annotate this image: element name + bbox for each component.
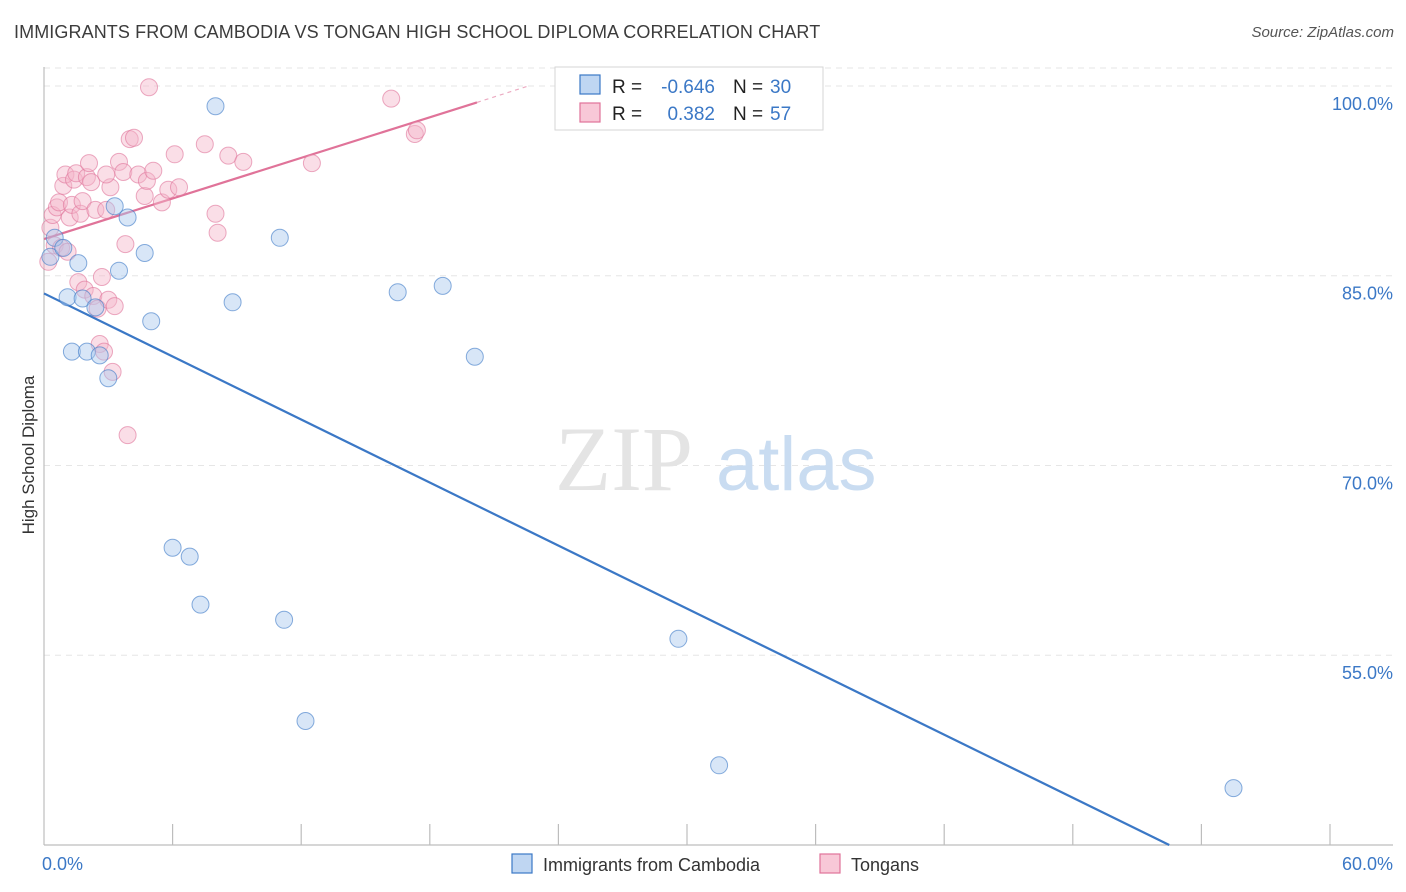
cambodia-point-17: [180, 547, 199, 566]
y-axis-title: High School Diploma: [19, 375, 38, 534]
cambodia-point-13: [118, 208, 137, 227]
cambodia-point-16: [163, 538, 182, 557]
cambodia-point-26: [465, 347, 484, 366]
cambodia-point-4: [62, 342, 81, 361]
tongans-point-48: [206, 204, 225, 223]
x-tick-label-1: 60.0%: [1342, 854, 1393, 874]
tongans-point-19: [80, 154, 98, 173]
tongans-point-20: [82, 173, 101, 192]
cambodia-point-28: [710, 756, 729, 775]
tongans-point-13: [67, 164, 86, 183]
trend-lines: [43, 85, 1170, 846]
tongans-point-44: [159, 180, 178, 199]
series-legend-label-cambodia: Immigrants from Cambodia: [543, 855, 761, 875]
tongans-point-39: [135, 187, 154, 205]
stats-legend-n-pink: 57: [770, 104, 791, 125]
tongans-point-49: [208, 223, 227, 242]
cambodia-point-3: [58, 288, 77, 307]
stats-legend-swatch-blue: [579, 74, 601, 95]
x-tick-label-0: 0.0%: [42, 854, 83, 874]
stats-legend: R = -0.646 N = 30 R = 0.382 N = 57: [554, 66, 824, 131]
tongans-point-55: [407, 121, 426, 140]
tongans-point-22: [86, 200, 105, 219]
tongans-point-50: [219, 146, 238, 165]
watermark-atlas: atlas: [716, 422, 877, 507]
source-label: Source: ZipAtlas.com: [1251, 24, 1394, 41]
cambodia-point-8: [86, 298, 105, 317]
tongans-point-52: [302, 154, 321, 173]
y-tick-labels: 55.0% 70.0% 85.0% 100.0%: [1332, 94, 1393, 683]
cambodia-point-25: [433, 276, 452, 295]
cambodia-point-10: [99, 369, 118, 388]
tongans-trend-line-extension: [476, 85, 529, 103]
cambodia-point-0: [41, 247, 60, 266]
tongans-point-40: [137, 171, 156, 190]
tongans-point-33: [114, 163, 133, 181]
cambodia-point-11: [105, 197, 124, 216]
tongans-point-32: [110, 152, 128, 171]
watermark: ZIP atlas: [555, 408, 877, 510]
stats-legend-r-pink: 0.382: [667, 104, 715, 125]
chart-title: IMMIGRANTS FROM CAMBODIA VS TONGAN HIGH …: [14, 22, 821, 42]
tongans-point-7: [54, 176, 73, 195]
tongans-point-53: [382, 89, 401, 108]
stats-legend-n-label-pink: N =: [733, 104, 763, 125]
series-legend-swatch-tongans: [819, 853, 841, 874]
cambodia-point-18: [191, 595, 210, 614]
tongans-point-27: [97, 200, 116, 219]
y-tick-label-0: 55.0%: [1342, 663, 1393, 683]
stats-legend-r-label-pink: R =: [612, 104, 642, 125]
cambodia-point-6: [73, 289, 92, 308]
watermark-zip: ZIP: [555, 408, 693, 510]
stats-legend-n-label-blue: N =: [733, 77, 763, 98]
cambodia-point-14: [135, 244, 154, 262]
tongans-point-51: [234, 152, 253, 171]
tongans-point-25: [92, 268, 111, 286]
cambodia-point-20: [223, 293, 242, 312]
tongans-point-47: [195, 135, 214, 154]
stats-legend-r-label-blue: R =: [612, 77, 642, 98]
cambodia-point-15: [142, 312, 161, 331]
cambodia-point-22: [275, 610, 294, 629]
y-tick-label-1: 70.0%: [1342, 473, 1393, 493]
series-legend: Immigrants from Cambodia Tongans: [511, 853, 919, 875]
stats-legend-swatch-pink: [579, 102, 601, 123]
x-tick-labels: 0.0% 60.0%: [42, 854, 1393, 874]
cambodia-point-9: [90, 346, 109, 365]
tongans-point-31: [105, 297, 124, 316]
cambodia-point-23: [296, 712, 315, 730]
stats-legend-r-blue: -0.646: [661, 77, 715, 98]
data-points: [39, 78, 1243, 798]
y-tick-label-3: 100.0%: [1332, 94, 1393, 114]
tongans-trend-line: [43, 101, 478, 241]
tongans-point-42: [144, 161, 163, 180]
stats-legend-n-blue: 30: [770, 77, 791, 98]
tongans-point-41: [140, 78, 158, 97]
cambodia-point-2: [54, 238, 73, 257]
cambodia-point-29: [1224, 779, 1243, 798]
cambodia-point-24: [388, 283, 407, 302]
tongans-point-45: [165, 145, 184, 164]
tongans-point-46: [170, 178, 188, 197]
y-tick-label-2: 85.0%: [1342, 284, 1393, 304]
cambodia-point-5: [69, 254, 88, 273]
tongans-point-34: [116, 235, 135, 254]
cambodia-point-21: [270, 228, 289, 247]
series-legend-label-tongans: Tongans: [851, 855, 919, 875]
tongans-point-56: [97, 165, 116, 184]
tongans-point-35: [118, 426, 137, 445]
tongans-point-37: [125, 128, 143, 147]
cambodia-point-12: [110, 261, 128, 280]
tongans-point-16: [73, 192, 92, 211]
series-legend-swatch-cambodia: [511, 853, 533, 874]
cambodia-trend-line: [43, 292, 1170, 846]
cambodia-point-19: [206, 97, 225, 116]
cambodia-point-27: [669, 629, 688, 648]
